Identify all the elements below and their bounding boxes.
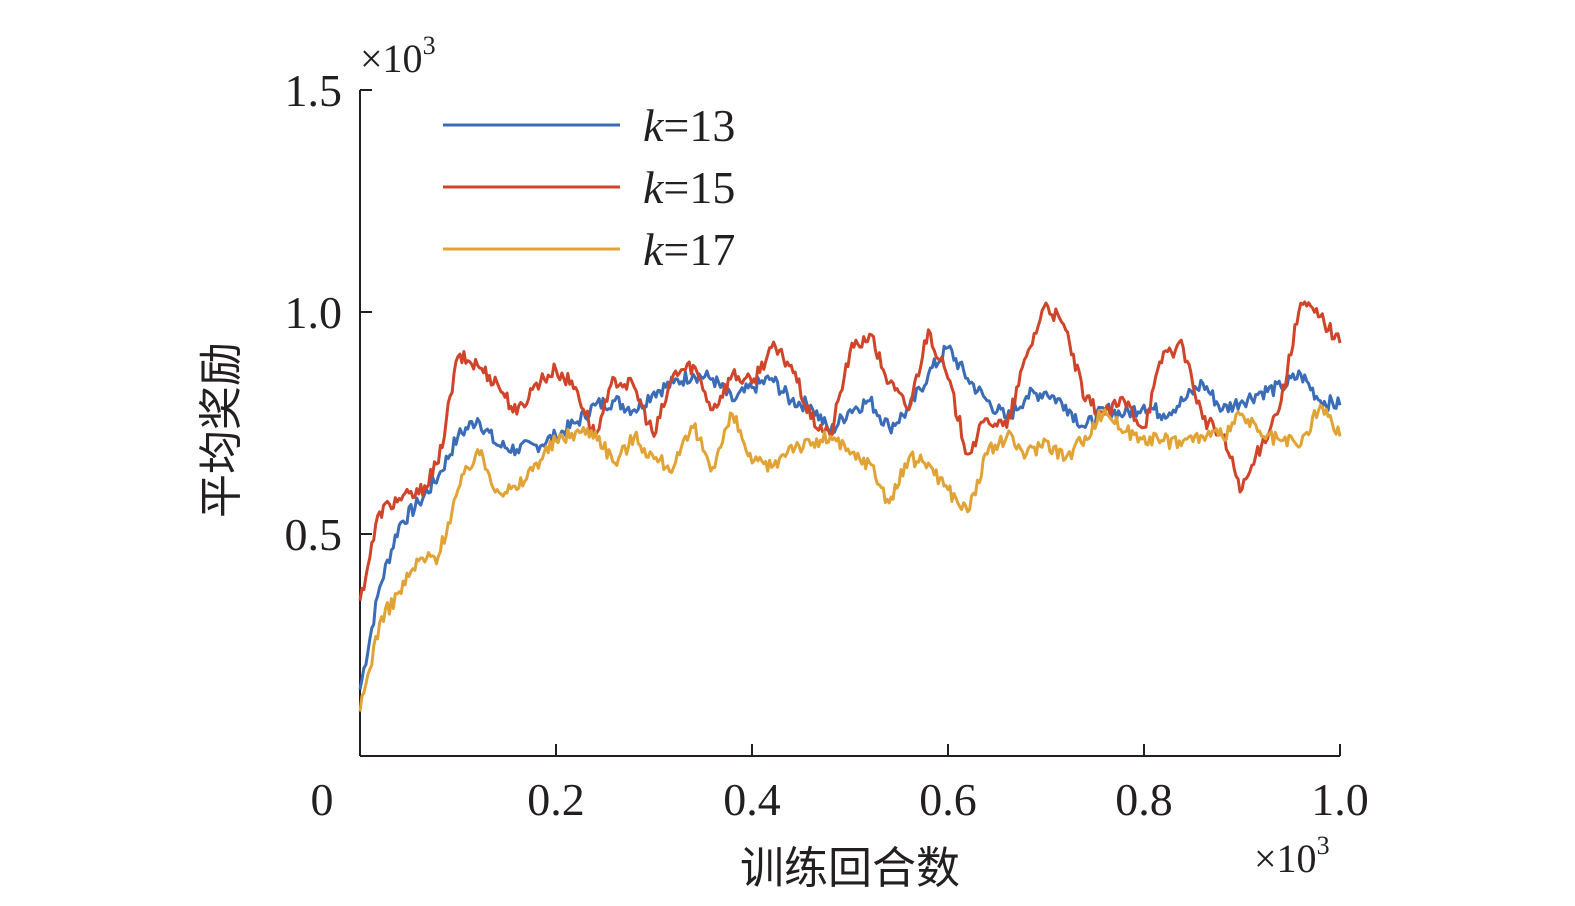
y-ticks: 0.5 1.0 1.5 bbox=[285, 65, 372, 560]
legend-item: k=13 bbox=[443, 100, 735, 151]
legend-label: k=13 bbox=[643, 100, 735, 151]
legend-item: k=17 bbox=[443, 224, 735, 275]
x-tick-label: 1.0 bbox=[1311, 774, 1369, 825]
x-axis-label: 训练回合数 bbox=[740, 843, 960, 894]
x-tick-label: 0.2 bbox=[527, 774, 585, 825]
y-axis-multiplier: ×103 bbox=[360, 31, 436, 81]
legend: k=13 k=15 k=17 bbox=[443, 100, 735, 275]
series-line-k-15 bbox=[358, 300, 1342, 601]
legend-item: k=15 bbox=[443, 162, 735, 213]
series-line-k-13 bbox=[358, 344, 1342, 690]
legend-label: k=17 bbox=[643, 224, 735, 275]
x-tick-label: 0.6 bbox=[919, 774, 977, 825]
series-group bbox=[358, 300, 1342, 712]
x-tick-label: 0 bbox=[311, 774, 334, 825]
y-axis-label: 平均奖励 bbox=[196, 342, 247, 518]
legend-label: k=15 bbox=[643, 162, 735, 213]
x-tick-label: 0.8 bbox=[1115, 774, 1173, 825]
y-tick-label: 1.5 bbox=[285, 65, 343, 116]
axes bbox=[359, 90, 1340, 757]
y-tick-label: 0.5 bbox=[285, 509, 343, 560]
y-multiplier-exponent: 3 bbox=[423, 31, 436, 60]
x-multiplier-exponent: 3 bbox=[1317, 831, 1330, 860]
x-ticks: 0 0.2 0.4 0.6 0.8 1.0 bbox=[311, 744, 1369, 825]
series-line-k-17 bbox=[358, 403, 1342, 712]
x-tick-label: 0.4 bbox=[723, 774, 781, 825]
y-tick-label: 1.0 bbox=[285, 287, 343, 338]
x-axis-multiplier: ×103 bbox=[1254, 831, 1330, 881]
